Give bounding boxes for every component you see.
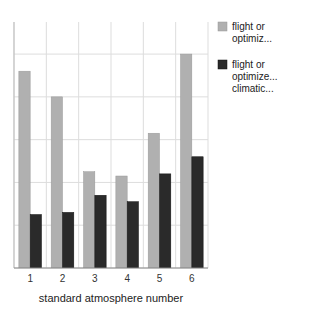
bar (63, 212, 74, 268)
bar (51, 97, 62, 268)
group-separator (208, 22, 209, 268)
legend-label-line: flight or (232, 59, 265, 70)
x-axis-label: standard atmosphere number (39, 292, 184, 304)
legend: flight oroptimiz...flight oroptimize...c… (218, 21, 278, 94)
legend-label: flight oroptimize...climatic... (232, 59, 278, 94)
bar (84, 172, 95, 268)
group-separator (78, 22, 79, 268)
group-separator (111, 22, 112, 268)
bar (30, 215, 41, 268)
bar (127, 202, 138, 268)
x-tick-label: 6 (189, 273, 195, 284)
group-separator (175, 22, 176, 268)
legend-label-line: flight or (232, 21, 265, 32)
bar (116, 176, 127, 268)
legend-label-line: climatic... (232, 83, 274, 94)
grid-line (14, 268, 208, 269)
legend-swatch (218, 60, 227, 69)
x-axis-line (14, 268, 208, 269)
bar (148, 133, 159, 268)
bar (19, 71, 30, 268)
y-axis-line (14, 22, 15, 268)
chart: 1 2 3 4 5 6 standard atmosphere number flight o… (0, 0, 320, 320)
legend-label-line: optimize... (232, 71, 278, 82)
bar (181, 54, 192, 268)
bar (160, 174, 171, 268)
legend-label-line: optimiz... (232, 33, 272, 44)
group-separator (46, 22, 47, 268)
chart-container: 1 2 3 4 5 6 standard atmosphere number flight o… (0, 0, 320, 320)
legend-label: flight oroptimiz... (232, 21, 272, 44)
legend-swatch (218, 22, 227, 31)
bar (95, 195, 106, 268)
x-tick-label: 3 (92, 273, 98, 284)
x-tick-label: 2 (60, 273, 66, 284)
x-tick-label: 4 (124, 273, 130, 284)
x-tick-label: 1 (27, 273, 33, 284)
group-separator (143, 22, 144, 268)
bar (192, 157, 203, 268)
bars (19, 54, 203, 268)
x-tick-label: 5 (157, 273, 163, 284)
group-separator (14, 22, 15, 268)
